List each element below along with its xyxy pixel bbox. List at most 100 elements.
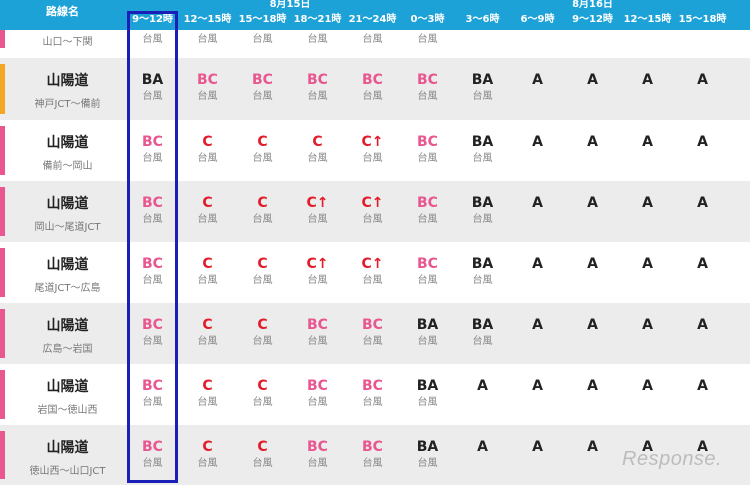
typhoon-note: 台風 <box>252 275 273 286</box>
typhoon-note: 台風 <box>362 91 383 102</box>
congestion-level: BA <box>471 134 494 150</box>
time-slot-header: 15〜18時 <box>678 14 727 25</box>
congestion-level: A <box>642 72 653 88</box>
typhoon-note: 台風 <box>252 397 273 408</box>
forecast-cell: C 台風 <box>180 195 235 226</box>
forecast-cell: BA 台風 <box>455 195 510 226</box>
congestion-level: BA <box>471 195 494 211</box>
congestion-level: C <box>257 317 268 333</box>
forecast-cell: C 台風 <box>180 256 235 287</box>
route-section: 徳山西〜山口JCT <box>29 466 106 477</box>
congestion-level: A <box>587 317 598 333</box>
typhoon-note: 台風 <box>362 275 383 286</box>
route-section: 備前〜岡山 <box>42 161 93 172</box>
typhoon-note: 台風 <box>417 275 438 286</box>
forecast-cell: BA 台風 <box>125 72 180 103</box>
congestion-level: BC <box>417 256 438 272</box>
table-row: 山口〜下関 台風 台風 台風 台風 台風 台風 <box>0 30 750 58</box>
route-color-bar <box>0 431 5 479</box>
congestion-level: A <box>642 256 653 272</box>
typhoon-note: 台風 <box>252 91 273 102</box>
forecast-cell: A <box>565 195 620 211</box>
route-name: 山陽道 <box>46 73 89 89</box>
forecast-cell: BA 台風 <box>455 317 510 348</box>
route-section: 神戸JCT〜備前 <box>34 99 101 110</box>
congestion-level: BC <box>307 72 328 88</box>
congestion-level: C↑ <box>361 134 384 150</box>
forecast-cell: C 台風 <box>180 439 235 470</box>
forecast-cell: A <box>565 72 620 88</box>
forecast-cell: BC 台風 <box>125 378 180 409</box>
time-slot-header: 9〜12時 <box>572 14 613 25</box>
congestion-level: A <box>697 195 708 211</box>
forecast-cell: A <box>675 134 730 150</box>
congestion-level: BA <box>471 317 494 333</box>
congestion-level: A <box>532 256 543 272</box>
time-slot-header: 6〜9時 <box>520 14 555 25</box>
forecast-cell: C↑ 台風 <box>345 134 400 165</box>
time-slot-header: 0〜3時 <box>410 14 445 25</box>
typhoon-note: 台風 <box>417 214 438 225</box>
congestion-level: BC <box>307 378 328 394</box>
congestion-level: BC <box>307 317 328 333</box>
forecast-cell: A <box>510 72 565 88</box>
typhoon-note: 台風 <box>362 458 383 469</box>
congestion-level: A <box>532 195 543 211</box>
date-header: 8月15日 <box>269 0 311 10</box>
route-section: 岩国〜徳山西 <box>37 405 98 416</box>
forecast-cell: C 台風 <box>235 256 290 287</box>
congestion-level: A <box>532 439 543 455</box>
congestion-level: A <box>587 439 598 455</box>
congestion-level: A <box>697 134 708 150</box>
congestion-level: C <box>257 378 268 394</box>
forecast-cell: BC 台風 <box>125 317 180 348</box>
forecast-cell: 台風 <box>400 31 455 46</box>
forecast-cell: C↑ 台風 <box>290 256 345 287</box>
forecast-cell: BC 台風 <box>400 256 455 287</box>
congestion-level: BC <box>417 195 438 211</box>
forecast-cell: BC 台風 <box>290 378 345 409</box>
forecast-cell: A <box>565 317 620 333</box>
typhoon-note: 台風 <box>252 153 273 164</box>
route-color-bar <box>0 126 5 175</box>
typhoon-note: 台風 <box>307 91 328 102</box>
forecast-cell: BA 台風 <box>455 72 510 103</box>
typhoon-note: 台風 <box>252 336 273 347</box>
forecast-cell: A <box>620 317 675 333</box>
typhoon-note: 台風 <box>362 153 383 164</box>
forecast-cell: A <box>620 256 675 272</box>
congestion-level: A <box>477 378 488 394</box>
congestion-level: A <box>587 256 598 272</box>
typhoon-note: 台風 <box>362 214 383 225</box>
congestion-level: BC <box>142 378 163 394</box>
congestion-level: A <box>587 378 598 394</box>
typhoon-note: 台風 <box>142 34 163 45</box>
route-section: 山口〜下関 <box>42 37 93 48</box>
route-name: 山陽道 <box>46 135 89 151</box>
congestion-level: C↑ <box>306 195 329 211</box>
congestion-level: A <box>642 439 653 455</box>
typhoon-note: 台風 <box>417 91 438 102</box>
typhoon-note: 台風 <box>252 34 273 45</box>
forecast-cell: BC 台風 <box>345 439 400 470</box>
table-row: 山陽道 徳山西〜山口JCT BC 台風 C 台風 C 台風 BC 台風 BC 台風 BA 台風 A A A A A <box>0 425 750 485</box>
time-slot-header: 12〜15時 <box>623 14 672 25</box>
forecast-cell: A <box>510 195 565 211</box>
congestion-level: A <box>642 378 653 394</box>
typhoon-note: 台風 <box>197 275 218 286</box>
forecast-cell: C 台風 <box>235 317 290 348</box>
typhoon-note: 台風 <box>417 458 438 469</box>
forecast-cell: BA 台風 <box>455 134 510 165</box>
congestion-level: BC <box>362 439 383 455</box>
forecast-cell: 台風 <box>125 31 180 46</box>
forecast-cell: BA 台風 <box>400 317 455 348</box>
table-row: 山陽道 岩国〜徳山西 BC 台風 C 台風 C 台風 BC 台風 BC 台風 BA 台風 A A A A A <box>0 364 750 425</box>
congestion-level: C <box>202 256 213 272</box>
typhoon-note: 台風 <box>362 34 383 45</box>
congestion-level: C <box>202 439 213 455</box>
route-color-bar <box>0 30 5 48</box>
congestion-level: BC <box>362 378 383 394</box>
forecast-cell: C↑ 台風 <box>345 195 400 226</box>
forecast-cell: A <box>620 378 675 394</box>
